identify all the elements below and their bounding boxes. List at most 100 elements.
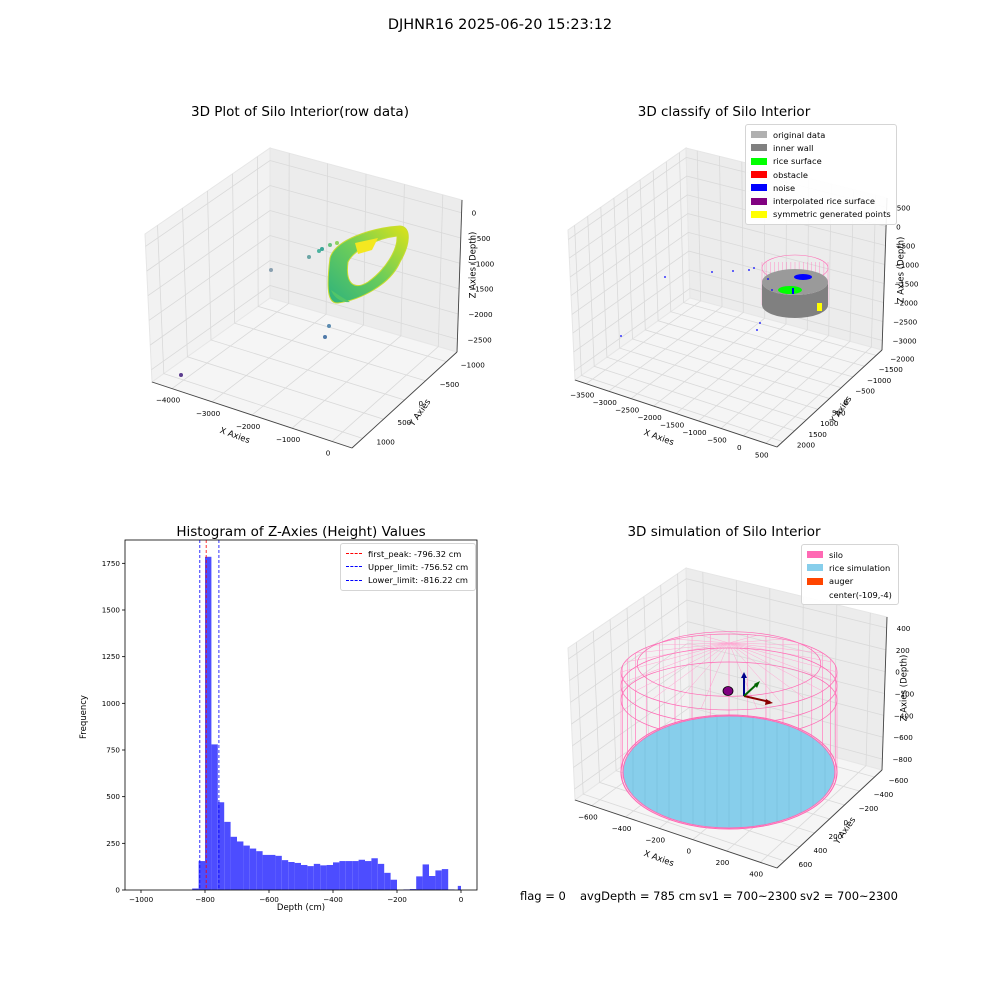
z-tick-label: −600 [893,733,913,742]
legend-label: first_peak: -796.32 cm [368,548,462,559]
z-tick-label: −1000 [470,259,495,268]
legend-label: Lower_limit: -816.22 cm [368,575,468,586]
histogram-bar [365,861,372,890]
x-tick-label: −2000 [637,413,662,422]
x-tick-label: −200 [387,895,407,904]
x-tick-label: −2000 [236,422,261,431]
silo-wire-roof [728,635,758,644]
histogram-bar [249,848,257,890]
z-axis-line [881,616,888,771]
z-tick-label: −500 [471,234,491,243]
legend-label: symmetric generated points [773,209,891,220]
z-tick-label: −2000 [468,310,493,319]
grid-line-y [679,152,877,356]
grid-line-y [665,161,865,367]
noise-cluster [794,274,812,280]
x-tick-label: −1000 [276,435,301,444]
grid-line-y [600,207,807,421]
y-tick-label: 2000 [797,441,816,450]
histogram-bar [358,859,365,890]
z-tick-label: −1500 [469,285,494,294]
noise-point [711,271,713,273]
silo-wire-bottom [620,714,838,830]
z-tick-label: −200 [895,690,915,699]
x-tick-label: −4000 [156,396,181,405]
y-tick-label: 750 [106,746,120,755]
grid-line-y [257,156,447,362]
x-tick-label: 0 [459,895,464,904]
legend-entry: obstacle [751,168,891,181]
grid-line-z [148,235,460,321]
y-axis-line [776,769,883,869]
grid-line-y [587,216,795,432]
noise-cluster-2 [792,288,794,294]
y-tick-label: 1250 [102,652,121,661]
noise-point [753,267,755,269]
histogram-bar [416,876,423,890]
grid-line-y [157,225,363,439]
y-tick-label: −600 [889,776,909,785]
figure-suptitle: DJHNR16 2025-06-20 15:23:12 [387,17,613,33]
x-tick-label: −200 [645,835,665,844]
y-tick-label: 1000 [102,699,121,708]
y-tick-label: 250 [106,839,120,848]
ring-lower-points [331,290,350,303]
legend-entry: rice simulation [807,561,893,574]
grid-line-x [585,150,702,385]
histogram-bar [281,860,289,890]
legend-swatch-auger [807,577,823,585]
x-tick-label: 0 [737,443,742,452]
y-tick-label: 600 [799,860,813,869]
z-tick-label: −500 [895,242,915,251]
grid-line-y [652,170,853,378]
histogram-bar [429,876,436,890]
legend-entry: auger [807,575,893,588]
footer-sv2: sv2 = 700~2300 [800,889,898,903]
noise-point [664,276,666,278]
y-tick-label: 1750 [102,559,121,568]
panel4-title: 3D simulation of Silo Interior [627,524,821,540]
grid-line-x [630,161,744,399]
legend-line-upper [346,566,362,568]
scatter-point [269,268,273,272]
grid-line-z [569,599,886,681]
silo-wire-roof [635,642,730,692]
noise-point [771,289,773,291]
histogram-bar [224,821,231,890]
silo-wire-roof [620,642,730,673]
histogram-bar [269,854,276,890]
y-axis-line [351,351,458,449]
histogram-bar [275,855,282,890]
legend-swatch-center [807,591,823,598]
ring-top-points [355,238,378,254]
x-tick-label: −400 [612,824,632,833]
silo-wire-ring [636,631,822,697]
grid-line-x [171,153,290,389]
symmetric-points [817,303,822,311]
y-tick-label: 1500 [102,606,121,615]
histogram-bar [301,864,308,890]
grid-line-z [574,288,883,371]
y-tick-label: 1000 [820,419,839,428]
silo-wire-roof [652,642,730,700]
legend-swatch-rice-surface [751,157,767,165]
histogram-bar [262,854,269,890]
grid-line-z [568,578,887,660]
grid-line-x [720,184,832,429]
legend-entry: Upper_limit: -756.52 cm [346,560,470,573]
x-tick-label: 500 [755,450,769,459]
legend-label: auger [829,576,854,587]
silo-wire-roof [624,642,730,683]
histogram-bar [409,889,417,890]
inner-wall-top [762,269,828,295]
auger-axis-y [743,683,758,697]
y-tick-label: 200 [829,832,843,841]
x-tick-label: −400 [323,895,343,904]
z-axis-line [456,199,463,353]
legend-entry: center(-109,-4) [807,588,893,601]
grid-line-y [576,642,785,862]
z-tick-label: −2000 [894,299,919,308]
x-tick-label: −600 [578,813,598,822]
panel1-3d-axes: −4000 −3000 −2000 −1000 0 1000 500 0 −500 −1000 0 −… [144,147,495,457]
